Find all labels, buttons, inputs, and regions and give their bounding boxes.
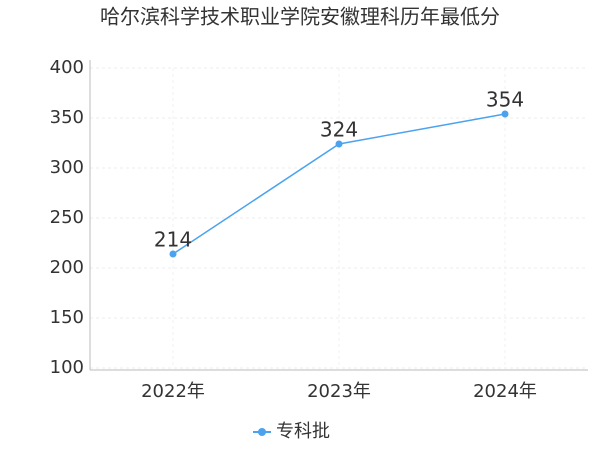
chart-title: 哈尔滨科学技术职业学院安徽理科历年最低分 <box>100 5 500 29</box>
x-tick-label: 2023年 <box>307 381 371 402</box>
x-tick-label: 2022年 <box>141 381 205 402</box>
y-tick-label: 350 <box>50 107 84 128</box>
data-label: 354 <box>486 88 524 112</box>
data-label: 324 <box>320 118 358 142</box>
y-tick-label: 300 <box>50 157 84 178</box>
data-point <box>501 110 509 118</box>
data-point <box>169 250 177 258</box>
y-tick-label: 150 <box>50 307 84 328</box>
y-tick-label: 200 <box>50 257 84 278</box>
y-tick-label: 400 <box>50 57 84 78</box>
y-tick-label: 100 <box>50 357 84 378</box>
data-point <box>335 140 343 148</box>
x-tick-label: 2024年 <box>473 381 537 402</box>
y-tick-label: 250 <box>50 207 84 228</box>
data-label: 214 <box>154 228 192 252</box>
legend-label: 专科批 <box>276 421 330 442</box>
legend-marker <box>258 428 266 436</box>
